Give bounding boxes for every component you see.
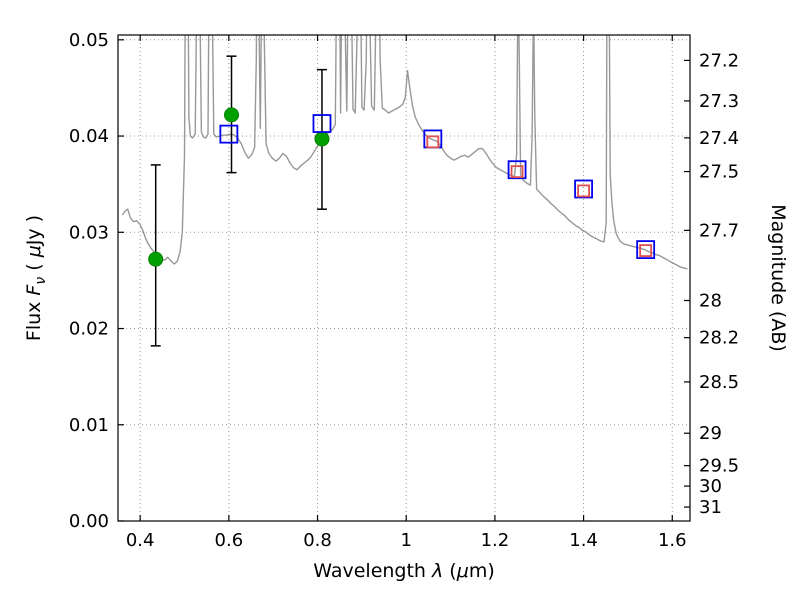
- y-tick-label-right: 30: [699, 476, 722, 497]
- y-tick-label-right: 28: [699, 291, 722, 312]
- observed-point: [224, 107, 240, 123]
- x-axis-label: Wavelength λ (μm): [313, 560, 494, 582]
- model-photometry-point: [636, 240, 656, 260]
- y-axis-label-right: Magnitude (AB): [767, 204, 789, 352]
- y-tick-label-right: 27.7: [699, 220, 739, 241]
- y-tick-label-right: 27.5: [699, 162, 739, 183]
- grid: [118, 35, 690, 522]
- y-tick-label-left: 0.02: [69, 319, 109, 340]
- x-tick-label: 1: [400, 530, 411, 551]
- y-tick-label-right: 27.3: [699, 91, 739, 112]
- y-tick-label-right: 28.2: [699, 328, 739, 349]
- ticks: [118, 35, 690, 522]
- observed-point: [314, 131, 330, 147]
- plot-frame: [117, 34, 691, 522]
- y-tick-label-left: 0.01: [69, 415, 109, 436]
- observed-photometry-red-squares: [426, 135, 653, 257]
- observed-red-point: [639, 244, 653, 257]
- x-tick-label: 1.4: [569, 530, 598, 551]
- tick-labels: 0.4 0.6 0.8 1 1.2 1.4 1.6 0.00 0.01 0.02 0.03 0.04 0…: [69, 30, 739, 551]
- y-tick-label-left: 0.00: [69, 511, 109, 532]
- y-tick-label-left: 0.05: [69, 30, 109, 51]
- y-axis-label-left: Flux Fν ( μJy ): [23, 215, 49, 341]
- observed-red-point: [510, 165, 524, 179]
- model-photometry-point: [574, 179, 593, 199]
- x-tick-label: 1.2: [481, 530, 510, 551]
- model-spectrum: [121, 35, 688, 270]
- observed-red-point: [577, 184, 590, 198]
- y-tick-label-right: 29.5: [699, 456, 739, 477]
- x-tick-label: 1.6: [658, 530, 687, 551]
- observed-photometry-circles: [148, 55, 330, 347]
- y-tick-label-right: 28.5: [699, 372, 739, 393]
- model-photometry-squares: [219, 114, 656, 260]
- x-tick-label: 0.8: [303, 530, 332, 551]
- observed-point: [148, 251, 164, 267]
- y-tick-label-right: 27.4: [699, 128, 739, 149]
- y-tick-label-right: 27.2: [699, 50, 739, 71]
- y-tick-label-left: 0.03: [69, 222, 109, 243]
- observed-red-point: [426, 135, 440, 149]
- y-tick-label-right: 29: [699, 423, 722, 444]
- model-photometry-point: [219, 124, 239, 144]
- x-tick-label: 0.4: [126, 530, 155, 551]
- y-tick-label-left: 0.04: [69, 126, 109, 147]
- y-tick-label-right: 31: [699, 497, 722, 518]
- model-photometry-point: [312, 114, 332, 133]
- x-tick-label: 0.6: [215, 530, 244, 551]
- spectrum-layer: [121, 35, 688, 270]
- model-photometry-point: [507, 160, 527, 180]
